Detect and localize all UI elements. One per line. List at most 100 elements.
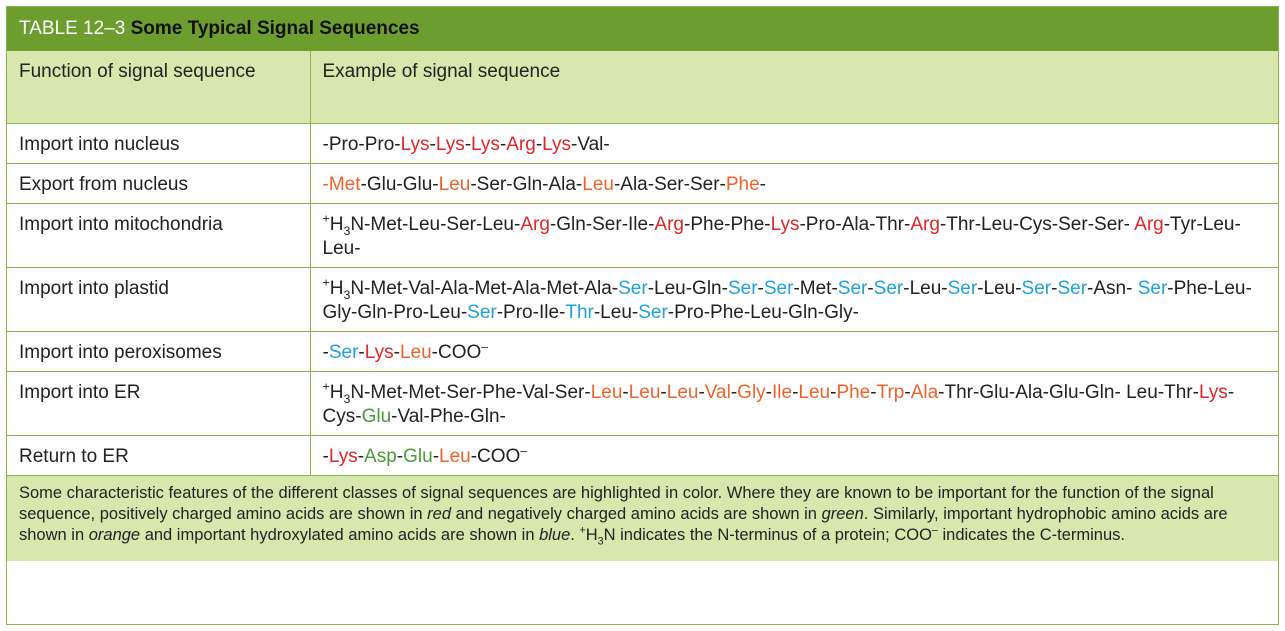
sequence-segment: -Pro-Pro- (322, 133, 401, 155)
sequence-segment: - (698, 381, 705, 403)
highlighted-residue: Leu (590, 381, 623, 403)
footnote-segment: . (570, 526, 580, 544)
sequence-segment: -Gln-Ser-Ile- (549, 213, 655, 235)
footnote-segment: and important hydroxylated amino acids a… (140, 526, 540, 544)
sequence-segment: -Leu-Gln- (647, 277, 728, 299)
sequence-segment: + (322, 275, 330, 290)
highlighted-residue: Ser (763, 277, 794, 299)
sequence-segment: - (464, 133, 472, 155)
footnote-segment: and negatively charged amino acids are s… (451, 505, 822, 523)
function-cell: Import into mitochondria (7, 202, 310, 267)
sequence-segment: - (622, 381, 629, 403)
footnote-segment: Some characteristic features of the diff… (19, 484, 1214, 523)
highlighted-residue: Leu (439, 445, 471, 467)
sequence-cell: -Met-Glu-Glu-Leu-Ser-Gln-Ala-Leu-Ala-Ser… (309, 162, 1278, 203)
sequence-segment: - (730, 381, 738, 403)
sequence-segment: - (396, 445, 404, 467)
sequence-segment: - (765, 381, 772, 403)
table-row: Import into nucleus -Pro-Pro-Lys-Lys-Lys-… (7, 122, 1278, 163)
sequence-segment: -Pro-Phe-Leu-Gln-Gly- (667, 301, 859, 323)
signal-sequence-table: TABLE 12–3 Some Typical Signal Sequences… (6, 6, 1279, 625)
sequence-segment: - (660, 381, 667, 403)
highlighted-residue: Ser (1057, 277, 1088, 299)
header-row: Function of signal sequence Example of s… (7, 51, 1278, 123)
footnote-segment: indicates the C-terminus. (937, 526, 1125, 544)
sequence-segment: -Leu- (977, 277, 1022, 299)
sequence-segment: - (358, 341, 365, 363)
sequence-segment: -Leu- (593, 301, 639, 323)
sequence-cell: -Lys-Asp-Glu-Leu-COO– (309, 434, 1278, 475)
highlighted-residue: Glu (403, 445, 433, 467)
sequence-segment: 3 (343, 223, 351, 238)
sequence-segment: -Thr-Glu-Ala-Glu-Gln- Leu-Thr- (938, 381, 1199, 403)
sequence-segment: - (432, 445, 440, 467)
sequence-segment: - (393, 341, 400, 363)
sequence-segment: -Asn- (1087, 277, 1138, 299)
highlighted-residue: Arg (520, 213, 550, 235)
highlighted-residue: Lys (770, 213, 800, 235)
highlighted-residue: Leu (798, 381, 831, 403)
sequence-segment: -Phe-Phe- (684, 213, 771, 235)
highlighted-residue: Phe (836, 381, 871, 403)
sequence-segment: -COO (431, 341, 482, 363)
sequence-segment: -Phe-Leu-Gly-Gln-Pro-Leu- (322, 277, 1252, 323)
sequence-segment: H (329, 277, 344, 299)
highlighted-residue: Ser (1021, 277, 1052, 299)
function-cell: Import into nucleus (7, 122, 310, 163)
sequence-segment: - (499, 133, 507, 155)
highlighted-residue: Ser (638, 301, 668, 323)
highlighted-residue: Lys (1198, 381, 1228, 403)
highlighted-residue: Thr (565, 301, 594, 323)
sequence-segment: - (867, 277, 874, 299)
table-footnote: Some characteristic features of the diff… (7, 475, 1278, 561)
highlighted-residue: Phe (725, 173, 760, 195)
highlighted-residue: Gly (737, 381, 766, 403)
sequence-segment: + (322, 379, 330, 394)
sequence-cell: -Ser-Lys-Leu-COO– (309, 330, 1278, 371)
sequence-cell: +H3N-Met-Val-Ala-Met-Ala-Met-Ala-Ser-Leu… (309, 266, 1278, 331)
footnote-segment: green (821, 505, 864, 523)
highlighted-residue: Lys (400, 133, 430, 155)
sequence-segment: - (904, 381, 911, 403)
highlighted-residue: Lys (364, 341, 394, 363)
highlighted-residue: Ser (1137, 277, 1168, 299)
highlighted-residue: Val (704, 381, 731, 403)
footnote-segment: . Similarly, important hydrophobic amino… (19, 505, 1228, 544)
footnote-segment: orange (88, 526, 141, 544)
sequence-segment: - (830, 381, 837, 403)
highlighted-residue: Ser (837, 277, 868, 299)
column-header-example: Example of signal sequence (309, 51, 1278, 123)
function-cell: Import into ER (7, 370, 310, 435)
highlighted-residue: Arg (1134, 213, 1164, 235)
sequence-segment: -Pro-Ala-Thr- (799, 213, 911, 235)
sequence-segment: 3 (343, 287, 351, 302)
function-cell: Import into peroxisomes (7, 330, 310, 371)
highlighted-residue: Ser (873, 277, 904, 299)
sequence-segment: -Cys- (322, 381, 1235, 427)
sequence-cell: +H3N-Met-Leu-Ser-Leu-Arg-Gln-Ser-Ile-Arg… (309, 202, 1278, 267)
footnote-segment: H (585, 526, 598, 544)
highlighted-residue: Ser (947, 277, 978, 299)
sequence-segment: - (322, 445, 329, 467)
footnote-segment: + (579, 524, 586, 537)
sequence-segment: -Ser-Gln-Ala- (470, 173, 583, 195)
sequence-segment: -Val- (571, 133, 610, 155)
sequence-segment: -Ala-Ser-Ser- (613, 173, 726, 195)
table-number: TABLE 12–3 (19, 18, 126, 39)
highlighted-residue: Arg (910, 213, 940, 235)
sequence-segment: -Tyr-Leu-Leu- (322, 213, 1241, 259)
table-title: TABLE 12–3 Some Typical Signal Sequences (7, 7, 1278, 51)
highlighted-residue: Ala (910, 381, 939, 403)
highlighted-residue: Asp (364, 445, 397, 467)
table-row: Import into mitochondria +H3N-Met-Leu-Ser… (7, 202, 1278, 267)
sequence-segment: 3 (343, 391, 351, 406)
highlighted-residue: Ser (727, 277, 758, 299)
highlighted-residue: Leu (628, 381, 661, 403)
highlighted-residue: Leu (666, 381, 699, 403)
sequence-segment: H (329, 381, 344, 403)
table-row: Return to ER -Lys-Asp-Glu-Leu-COO– (7, 434, 1278, 475)
table-row: Import into ER +H3N-Met-Met-Ser-Phe-Val-S… (7, 370, 1278, 435)
sequence-segment: -Pro-Ile- (496, 301, 566, 323)
highlighted-residue: Met (328, 173, 361, 195)
sequence-segment: N-Met-Met-Ser-Phe-Val-Ser- (350, 381, 591, 403)
